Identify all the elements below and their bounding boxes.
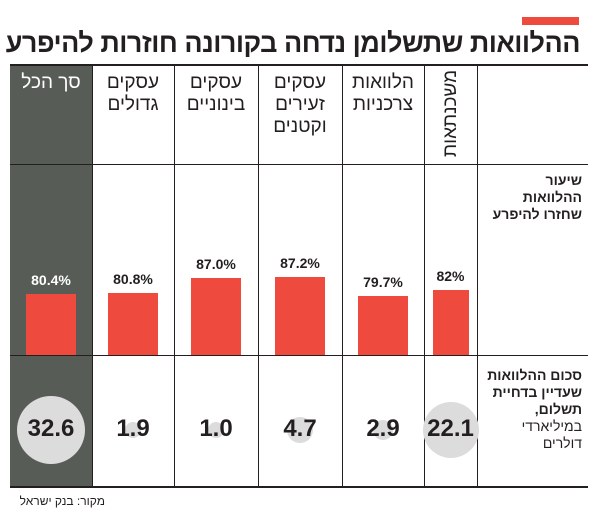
row-label-return-rate: שיעור ההלוואות שחזרו להיפרע	[484, 172, 582, 223]
amount-value-label: 4.7	[283, 415, 317, 442]
column-divider	[477, 64, 478, 488]
column-divider	[424, 64, 425, 488]
header-divider	[10, 164, 588, 165]
column-category: עסקים זעירים וקטנים 87.2% 4.7	[258, 64, 342, 488]
bar	[26, 294, 76, 355]
amount-value-label: 1.9	[116, 415, 150, 442]
source-note: מקור: בנק ישראל	[19, 494, 105, 508]
bar	[191, 277, 241, 355]
column-header: משכנתאות	[440, 70, 461, 158]
column-total: סך הכל 80.4% 32.6	[10, 64, 92, 488]
row-label-amount-text: סכום ההלוואות שעדיין בדחיית תשלום,	[487, 367, 582, 417]
amount-circle	[17, 396, 85, 464]
column-category: משכנתאות 82% 22.1	[422, 64, 479, 488]
column-header: עסקים בינוניים	[186, 72, 246, 115]
column-header: עסקים זעירים וקטנים	[273, 72, 327, 137]
bottom-border	[10, 486, 588, 488]
amount-value-label: 2.9	[366, 415, 400, 442]
chart-title: ההלוואות שתשלומן נדחה בקורונה חוזרות להי…	[5, 28, 581, 58]
column-divider	[342, 64, 343, 488]
row-divider	[10, 355, 588, 356]
column-divider	[174, 64, 175, 488]
column-divider	[258, 64, 259, 488]
bar-value-label: 80.8%	[113, 271, 153, 287]
bar-value-label: 87.0%	[196, 255, 236, 272]
amount-circle	[208, 422, 224, 438]
amount-circle	[422, 402, 479, 458]
row-label-return-rate-text: שיעור ההלוואות שחזרו להיפרע	[492, 172, 582, 222]
bar-value-label: 87.2%	[280, 255, 320, 271]
column-header: עסקים גדולים	[106, 72, 160, 115]
column-header: הלוואות צרכניות	[352, 72, 414, 115]
row-label-amount-unit: במיליארדי דולרים	[521, 418, 582, 451]
bar	[108, 293, 158, 355]
top-border	[10, 64, 588, 66]
data-table: משכנתאות 82% 22.1 הלוואות צרכניות 79.7% 2.9 עס…	[10, 64, 588, 488]
column-category: הלוואות צרכניות 79.7% 2.9	[342, 64, 424, 488]
column-divider	[92, 64, 93, 488]
amount-value-label: 22.1	[427, 415, 474, 442]
column-category: עסקים בינוניים 87.0% 1.0	[174, 64, 258, 488]
amount-circle	[124, 421, 142, 439]
bar	[432, 290, 469, 355]
column-header: סך הכל	[21, 72, 81, 93]
bar	[275, 277, 325, 355]
amount-circle	[372, 419, 394, 441]
amount-value-label: 32.6	[27, 415, 75, 442]
bar-value-label: 82%	[436, 268, 465, 284]
column-category: עסקים גדולים 80.8% 1.9	[92, 64, 174, 488]
bar-value-label: 79.7%	[363, 273, 403, 290]
amount-value-label: 1.0	[199, 415, 233, 442]
bar	[358, 295, 408, 355]
bar-value-label: 80.4%	[31, 272, 71, 288]
row-label-amount: סכום ההלוואות שעדיין בדחיית תשלום, במילי…	[484, 367, 582, 452]
amount-circle	[287, 417, 313, 443]
accent-bar	[522, 17, 579, 25]
